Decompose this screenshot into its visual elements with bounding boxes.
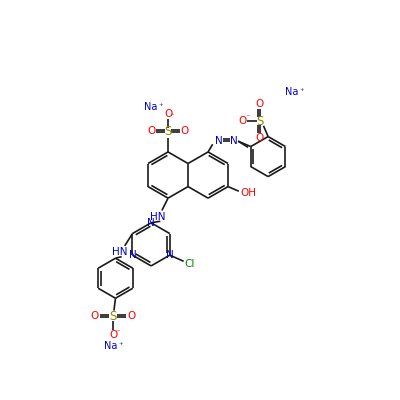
Text: Na: Na (284, 87, 298, 97)
Text: N: N (166, 250, 174, 260)
Text: O: O (181, 126, 189, 136)
Text: Na: Na (104, 341, 118, 351)
Text: ⁻: ⁻ (116, 328, 120, 338)
Text: O: O (256, 133, 264, 143)
Text: ⁻: ⁻ (170, 112, 174, 121)
Text: Na: Na (144, 102, 158, 112)
Text: HN: HN (150, 212, 165, 222)
Text: N: N (230, 136, 238, 146)
Text: N: N (128, 250, 136, 260)
Text: S: S (110, 310, 117, 323)
Text: ⁻: ⁻ (245, 113, 250, 122)
Text: O: O (256, 99, 264, 109)
Text: S: S (164, 126, 172, 138)
Text: Cl: Cl (185, 259, 195, 269)
Text: N: N (147, 218, 155, 228)
Text: O: O (128, 311, 136, 321)
Text: O: O (109, 330, 117, 340)
Text: HN: HN (112, 247, 128, 257)
Text: O: O (238, 116, 247, 126)
Text: ⁺: ⁺ (119, 341, 123, 350)
Text: ⁺: ⁺ (159, 102, 163, 111)
Text: OH: OH (240, 188, 256, 198)
Text: O: O (147, 126, 155, 136)
Text: N: N (215, 136, 223, 146)
Text: S: S (257, 115, 264, 128)
Text: ⁺: ⁺ (300, 87, 304, 96)
Text: O: O (90, 311, 99, 321)
Text: O: O (164, 109, 172, 119)
